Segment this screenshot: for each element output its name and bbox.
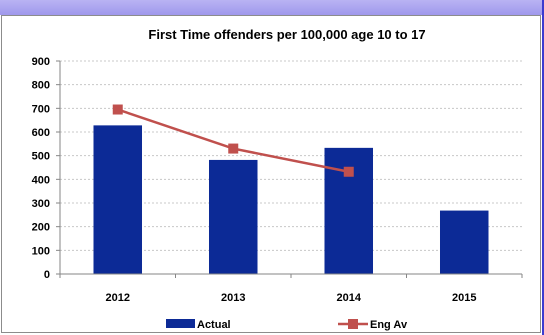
chart-title: First Time offenders per 100,000 age 10 … — [148, 27, 425, 42]
legend-actual-label: Actual — [197, 319, 231, 331]
bar-actual-2015 — [439, 210, 489, 274]
point-eng-av-2013 — [228, 143, 239, 154]
y-tick-label: 500 — [32, 151, 50, 163]
x-tick-label: 2013 — [221, 292, 245, 304]
y-tick-label: 100 — [32, 245, 50, 257]
x-tick-label: 2015 — [452, 292, 476, 304]
y-tick-label: 300 — [32, 198, 50, 210]
y-tick-label: 600 — [32, 127, 50, 139]
side-line — [542, 0, 544, 335]
chart-frame — [1, 15, 541, 333]
point-eng-av-2014 — [343, 166, 354, 177]
bars — [93, 125, 489, 274]
legend-eng-av-label: Eng Av — [370, 319, 408, 331]
legend-actual-swatch — [166, 319, 195, 328]
x-axis-ticks: 2012 2013 2014 2015 — [59, 274, 523, 304]
y-tick-label: 0 — [44, 269, 50, 281]
x-tick-label: 2014 — [337, 292, 362, 304]
x-tick-label: 2012 — [106, 292, 130, 304]
y-tick-label: 800 — [32, 80, 50, 92]
legend: Actual Eng Av — [166, 319, 408, 331]
line-series — [112, 104, 354, 177]
bar-actual-2013 — [208, 159, 258, 274]
point-eng-av-2012 — [112, 104, 123, 115]
y-tick-label: 700 — [32, 103, 50, 115]
legend-eng-av-marker — [348, 319, 358, 329]
top-band — [0, 0, 544, 15]
bar-actual-2012 — [93, 125, 143, 274]
y-tick-label: 200 — [32, 222, 50, 234]
y-axis-ticks: 0 100 200 300 400 500 600 700 800 900 — [32, 56, 50, 281]
y-tick-label: 400 — [32, 174, 50, 186]
y-tick-label: 900 — [32, 56, 50, 68]
